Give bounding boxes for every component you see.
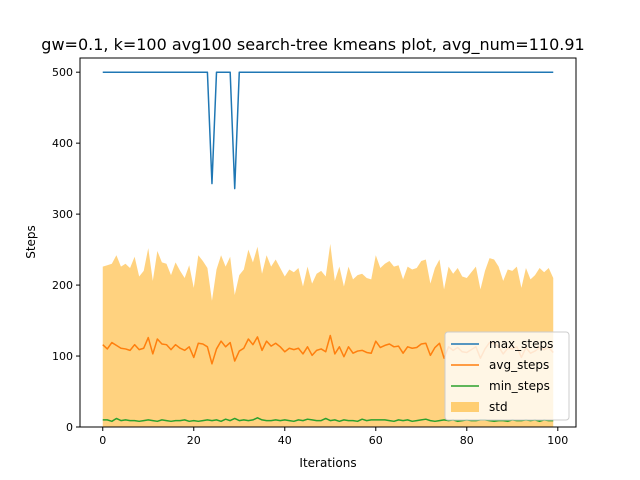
legend-label-avg-steps: avg_steps xyxy=(489,358,549,372)
x-tick-label: 80 xyxy=(460,434,474,447)
legend-box xyxy=(444,331,570,421)
y-tick-label: 100 xyxy=(52,350,73,363)
legend-swatch-std xyxy=(451,402,479,412)
x-tick-label: 40 xyxy=(278,434,292,447)
x-tick-label: 60 xyxy=(369,434,383,447)
y-axis-ticks: 0 100 200 300 400 500 xyxy=(52,66,80,434)
axes-frame xyxy=(79,57,577,428)
y-axis-label: Steps xyxy=(24,225,38,259)
x-tick-label: 20 xyxy=(187,434,201,447)
y-tick-label: 200 xyxy=(52,279,73,292)
x-axis-label: Iterations xyxy=(299,456,356,470)
x-axis-ticks: 0 20 40 60 80 100 xyxy=(99,427,568,447)
y-tick-label: 300 xyxy=(52,208,73,221)
x-tick-label: 0 xyxy=(99,434,106,447)
legend-label-std: std xyxy=(489,400,508,414)
std-band-layer xyxy=(102,243,554,427)
chart-title: gw=0.1, k=100 avg100 search-tree kmeans … xyxy=(41,35,584,55)
y-tick-label: 500 xyxy=(52,66,73,79)
legend-label-min-steps: min_steps xyxy=(489,379,550,393)
y-tick-label: 400 xyxy=(52,137,73,150)
y-tick-label: 0 xyxy=(66,421,73,434)
std-band xyxy=(102,243,554,427)
legend-label-max-steps: max_steps xyxy=(489,337,553,351)
x-tick-label: 100 xyxy=(547,434,568,447)
series-line-max-steps xyxy=(102,71,554,190)
